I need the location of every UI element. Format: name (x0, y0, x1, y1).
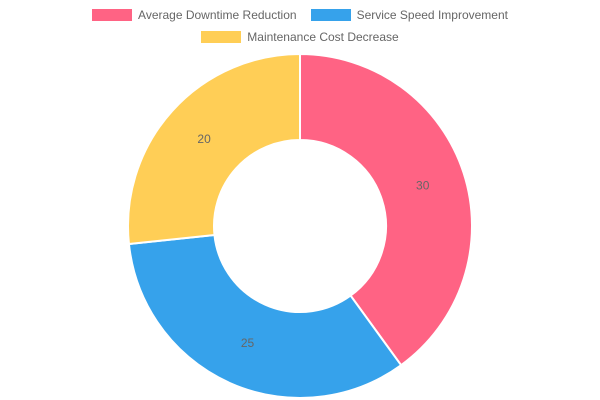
value-label-maintenance-cost-decrease: 20 (197, 132, 211, 146)
legend-item-average-downtime-reduction[interactable]: Average Downtime Reduction (92, 8, 297, 22)
legend-swatch-average-downtime-reduction (92, 9, 133, 21)
legend-label-average-downtime-reduction: Average Downtime Reduction (138, 8, 297, 22)
legend-label-service-speed-improvement: Service Speed Improvement (356, 8, 508, 22)
legend-label-maintenance-cost-decrease: Maintenance Cost Decrease (247, 30, 399, 44)
chart-legend-row-2: Maintenance Cost Decrease (0, 30, 600, 44)
legend-swatch-maintenance-cost-decrease (201, 31, 242, 43)
legend-item-service-speed-improvement[interactable]: Service Speed Improvement (310, 8, 508, 22)
value-label-average-downtime-reduction: 30 (416, 178, 430, 192)
legend-swatch-service-speed-improvement (310, 9, 351, 21)
value-label-service-speed-improvement: 25 (241, 336, 255, 350)
slice-maintenance-cost-decrease[interactable] (127, 52, 301, 246)
chart-legend-row-1: Average Downtime Reduction Service Speed… (0, 8, 600, 22)
slice-average-downtime-reduction[interactable] (299, 52, 473, 367)
slice-service-speed-improvement[interactable] (127, 233, 403, 399)
legend-item-maintenance-cost-decrease[interactable]: Maintenance Cost Decrease (201, 30, 399, 44)
